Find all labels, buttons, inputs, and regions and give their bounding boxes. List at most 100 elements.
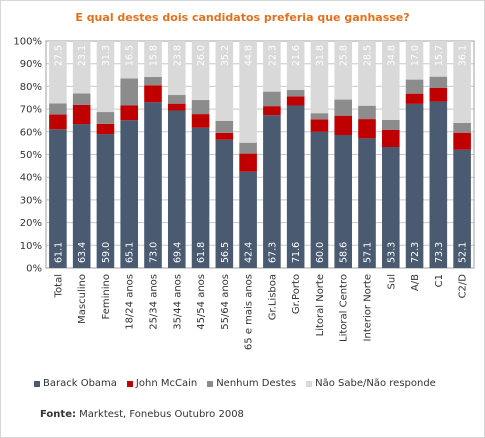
bar-segment [239,171,257,268]
bar-segment [144,85,162,103]
bar-segment [453,149,471,268]
plot-border [45,40,475,269]
data-label: 56.5 [220,242,231,263]
x-tick-label: Masculino [77,274,88,324]
source-note: Fonte: Marktest, Fonebus Outubro 2008 [40,409,244,420]
bar-segment [429,87,448,102]
bar-segment [429,101,448,268]
y-tick-label: 70% [20,105,42,116]
source-text: Marktest, Fonebus Outubro 2008 [79,409,244,420]
data-label: 61.8 [196,242,207,263]
chart-title: E qual destes dois candidatos preferia q… [75,11,410,24]
data-label: 16.5 [125,45,136,66]
x-tick-label: Sul [386,274,397,289]
data-label: 53.3 [386,242,397,263]
data-label: 58.6 [339,242,350,263]
chart-legend: Barack Obama John McCain Nenhum Destes Não … [34,378,446,389]
bar-segment [215,132,234,140]
legend-label: Nenhum Destes [216,378,297,389]
bar-segment [72,124,91,268]
x-tick-label: Interior Norte [363,274,374,341]
y-tick-label: 0% [26,264,42,275]
bar-segment [96,112,115,124]
bar-segment [286,105,305,268]
data-label: 59.0 [101,242,112,263]
bar-segment [263,41,281,92]
bar-segment [191,114,210,128]
x-tick-label: 18/24 anos [125,274,136,330]
bar-segment [310,131,329,268]
data-label: 67.3 [267,242,278,263]
y-tick-label: 40% [20,173,42,184]
bar-segment [310,113,329,120]
bar-segment [191,41,210,101]
bar-segment [334,99,353,116]
data-label: 44.8 [244,45,255,66]
bar-segment [191,127,210,269]
data-label: 15.8 [149,45,160,66]
data-label: 73.3 [434,242,445,263]
data-label: 71.6 [291,242,302,263]
data-label: 17.0 [410,45,421,66]
legend-item: Não Sabe/Não responde [306,378,436,389]
data-label: 31.3 [101,45,112,66]
legend-swatch [34,380,40,387]
bar-segment [310,41,329,114]
y-tick-label: 30% [20,195,42,206]
bar-segment [381,41,400,120]
x-tick-label: Litoral Centro [339,274,350,342]
data-label: 57.1 [363,242,374,263]
bar-segment [96,134,115,268]
y-tick-label: 60% [20,127,42,138]
data-label: 31.8 [315,45,326,66]
bar-segment [286,96,305,106]
x-tick-label: 35/44 anos [172,274,183,330]
x-tick-label: 25/34 anos [149,274,160,330]
bar-segment [381,147,400,268]
bar-segment [144,41,162,77]
legend-swatch [306,380,313,387]
bar-segment [49,114,67,130]
data-label: 35.2 [220,45,231,66]
bar-segment [144,102,162,268]
bar-segment [453,132,471,150]
x-tick-label: C1 [434,274,445,287]
bar-segment [191,100,210,115]
x-tick-label: Gr.Lisboa [267,274,278,320]
x-tick-label: C2/D [458,274,469,299]
legend-item: Nenhum Destes [207,378,296,389]
bar-segment [120,78,139,106]
x-tick-label: 55/64 anos [220,274,231,330]
bar-segment [405,79,424,94]
bar-segment [96,41,115,113]
x-tick-label: Feminino [101,274,112,319]
data-label: 21.6 [291,45,302,66]
bar-segment [358,138,376,268]
bar-segment [453,122,471,133]
data-label: 42.4 [244,242,255,263]
legend-swatch [126,380,133,387]
bar-segment [263,115,281,268]
bar-segment [239,153,257,172]
bar-segment [381,119,400,130]
data-label: 52.1 [458,242,469,263]
x-tick-label: 45/54 anos [196,274,207,330]
bar-segment [167,41,186,96]
source-label: Fonte: [40,409,76,420]
bar-segment [334,41,353,100]
bar-segment [120,120,139,269]
bar-segment [429,41,448,77]
bar-segment [72,104,91,125]
data-label: 27.5 [53,45,64,66]
data-label: 61.1 [53,242,64,263]
bar-segment [286,41,305,91]
data-label: 73.0 [149,242,160,263]
bar-segment [429,76,448,88]
bar-segment [144,76,162,86]
bar-segment [310,119,329,132]
data-label: 63.4 [77,242,88,263]
bar-segment [96,123,115,135]
legend-label: John McCain [135,378,198,389]
legend-label: Não Sabe/Não responde [315,378,436,389]
